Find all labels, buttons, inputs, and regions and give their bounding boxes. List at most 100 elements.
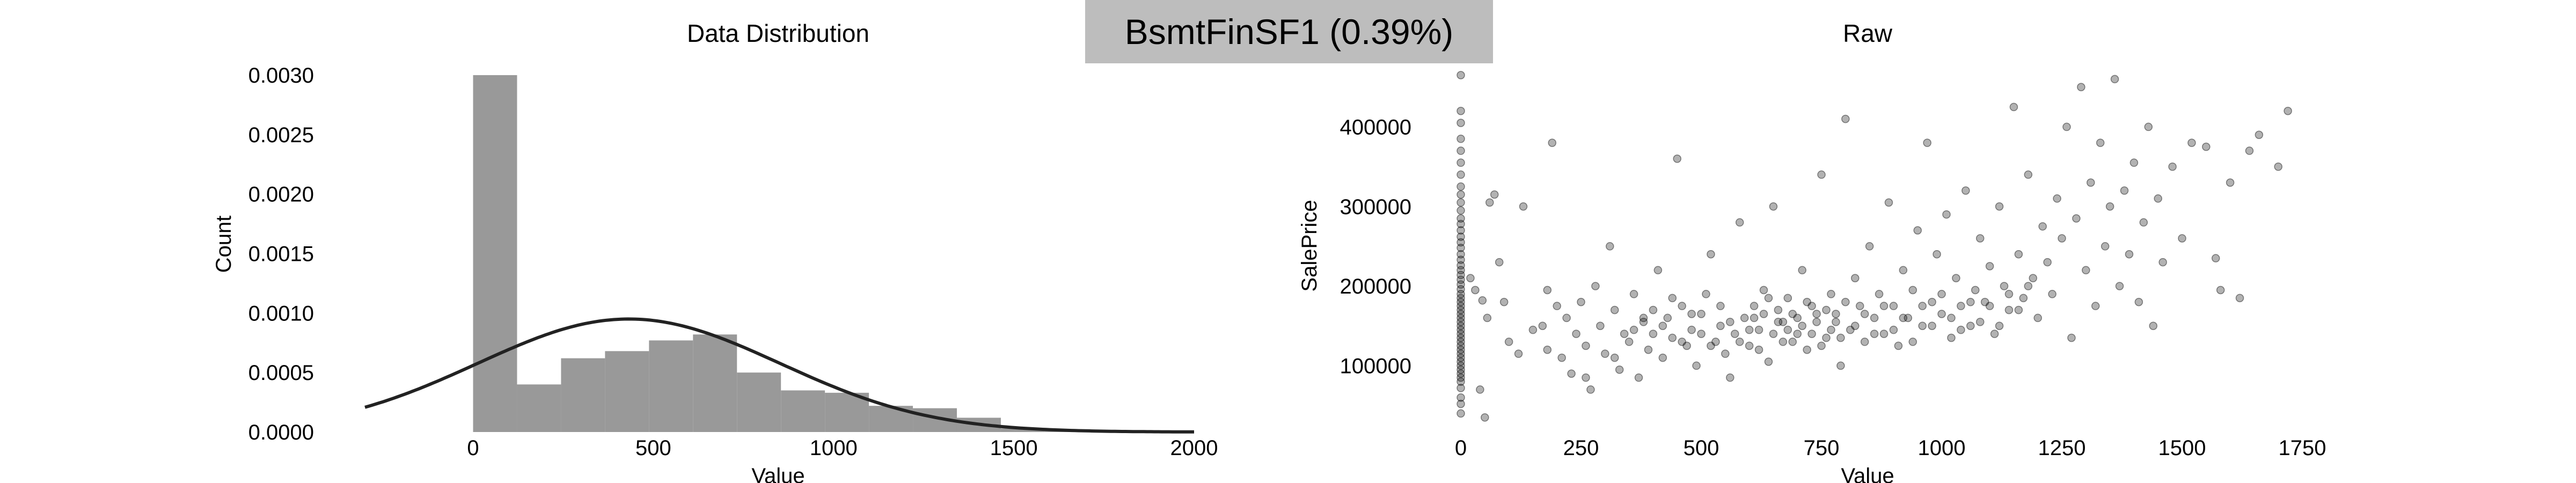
scatter-point <box>1716 321 1725 331</box>
scatter-point <box>1759 286 1768 295</box>
scatter-point <box>1832 318 1840 326</box>
scatter-point <box>1457 226 1465 235</box>
scatter-point <box>1538 321 1547 331</box>
scatter-point <box>1543 346 1552 354</box>
scatter-point <box>1865 242 1874 251</box>
scatter-point <box>1457 321 1465 331</box>
scatter-point <box>1483 313 1492 323</box>
scatter-y-tick-label: 200000 <box>1340 275 1411 298</box>
scatter-point <box>1457 349 1465 358</box>
scatter-point <box>2139 218 2148 227</box>
normal-fit-curve <box>364 317 1194 434</box>
scatter-point <box>1606 242 1614 251</box>
scatter-point <box>1908 338 1917 346</box>
scatter-point <box>2134 298 2143 306</box>
scatter-point <box>1754 346 1763 354</box>
scatter-point <box>1687 310 1696 318</box>
scatter-point <box>1457 71 1465 79</box>
scatter-point <box>1548 138 1556 147</box>
scatter-point <box>2024 170 2033 179</box>
scatter-point <box>1884 198 1893 207</box>
scatter-point <box>1457 318 1465 326</box>
scatter-point <box>1812 310 1821 318</box>
scatter-point <box>1937 310 1946 318</box>
scatter-point <box>2158 258 2167 267</box>
scatter-point <box>1582 373 1590 382</box>
scatter-point <box>2202 142 2211 151</box>
scatter-y-tick-label: 400000 <box>1340 115 1411 139</box>
scatter-point <box>1822 333 1831 342</box>
scatter-point <box>1582 341 1590 350</box>
histogram-y-tick-label: 0.0015 <box>248 243 314 266</box>
scatter-point <box>1457 170 1465 179</box>
scatter-point <box>1457 302 1465 310</box>
scatter-point <box>1860 338 1869 346</box>
scatter-point <box>1678 338 1686 346</box>
scatter-point <box>2129 158 2139 167</box>
scatter-point <box>1745 341 1754 350</box>
scatter-point <box>1457 238 1465 247</box>
scatter-point <box>1457 250 1465 259</box>
scatter-point <box>1457 266 1465 275</box>
scatter-point <box>2187 138 2196 147</box>
scatter-point <box>1663 313 1672 323</box>
histogram-x-tick-label: 0 <box>467 436 479 460</box>
histogram-x-tick-label: 500 <box>635 436 671 460</box>
scatter-point <box>1750 313 1759 323</box>
scatter-point <box>1913 226 1922 235</box>
scatter-point <box>1457 290 1465 298</box>
scatter-x-tick-label: 750 <box>1804 436 1840 460</box>
scatter-point <box>1990 330 1999 338</box>
scatter-point <box>1726 318 1735 326</box>
scatter-point <box>2255 130 2264 140</box>
scatter-point <box>1783 325 1792 334</box>
scatter-point <box>1457 384 1465 392</box>
scatter-point <box>2058 234 2066 243</box>
scatter-point <box>2120 186 2129 195</box>
scatter-point <box>1457 182 1465 191</box>
scatter-point <box>1971 286 1980 295</box>
scatter-point <box>1495 258 1504 267</box>
scatter-point <box>1803 298 1811 306</box>
scatter-point <box>1817 170 1826 179</box>
scatter-point <box>1634 373 1643 382</box>
scatter-point <box>1764 357 1773 366</box>
scatter-point <box>1721 349 1730 358</box>
scatter-point <box>1769 330 1778 338</box>
scatter-point <box>1904 313 1913 323</box>
scatter-point <box>1879 330 1889 338</box>
scatter-point <box>1832 310 1840 318</box>
scatter-point <box>1457 325 1465 334</box>
scatter-point <box>2029 274 2037 283</box>
scatter-point <box>1562 313 1571 323</box>
scatter-x-tick-label: 1250 <box>2038 436 2086 460</box>
scatter-point <box>1457 214 1465 223</box>
scatter-points <box>1457 71 2292 422</box>
scatter-point <box>1966 298 1975 306</box>
scatter-point <box>1870 313 1879 323</box>
scatter-point <box>1610 305 1619 314</box>
scatter-point <box>1889 325 1898 334</box>
scatter-point <box>1860 310 1869 318</box>
scatter-point <box>1975 318 1985 326</box>
scatter-point <box>1807 302 1816 310</box>
scatter-point <box>1519 202 1528 211</box>
scatter-point <box>1629 325 1638 334</box>
scatter-point <box>2062 122 2071 131</box>
scatter-x-tick-label: 1750 <box>2279 436 2326 460</box>
scatter-point <box>1774 318 1783 326</box>
scatter-point <box>1615 365 1624 374</box>
scatter-point <box>1875 290 1884 298</box>
scatter-x-tick-label: 1500 <box>2158 436 2206 460</box>
scatter-point <box>1457 330 1465 338</box>
scatter-point <box>1707 341 1715 350</box>
scatter-point <box>1457 206 1465 215</box>
scatter-point <box>1807 330 1816 338</box>
scatter-point <box>2014 305 2023 314</box>
histogram-bar <box>561 358 605 432</box>
scatter-point <box>1985 262 1994 270</box>
scatter-point <box>1601 349 1609 358</box>
scatter-point <box>1457 280 1465 289</box>
scatter-point <box>1827 290 1835 298</box>
scatter-point <box>1668 333 1677 342</box>
